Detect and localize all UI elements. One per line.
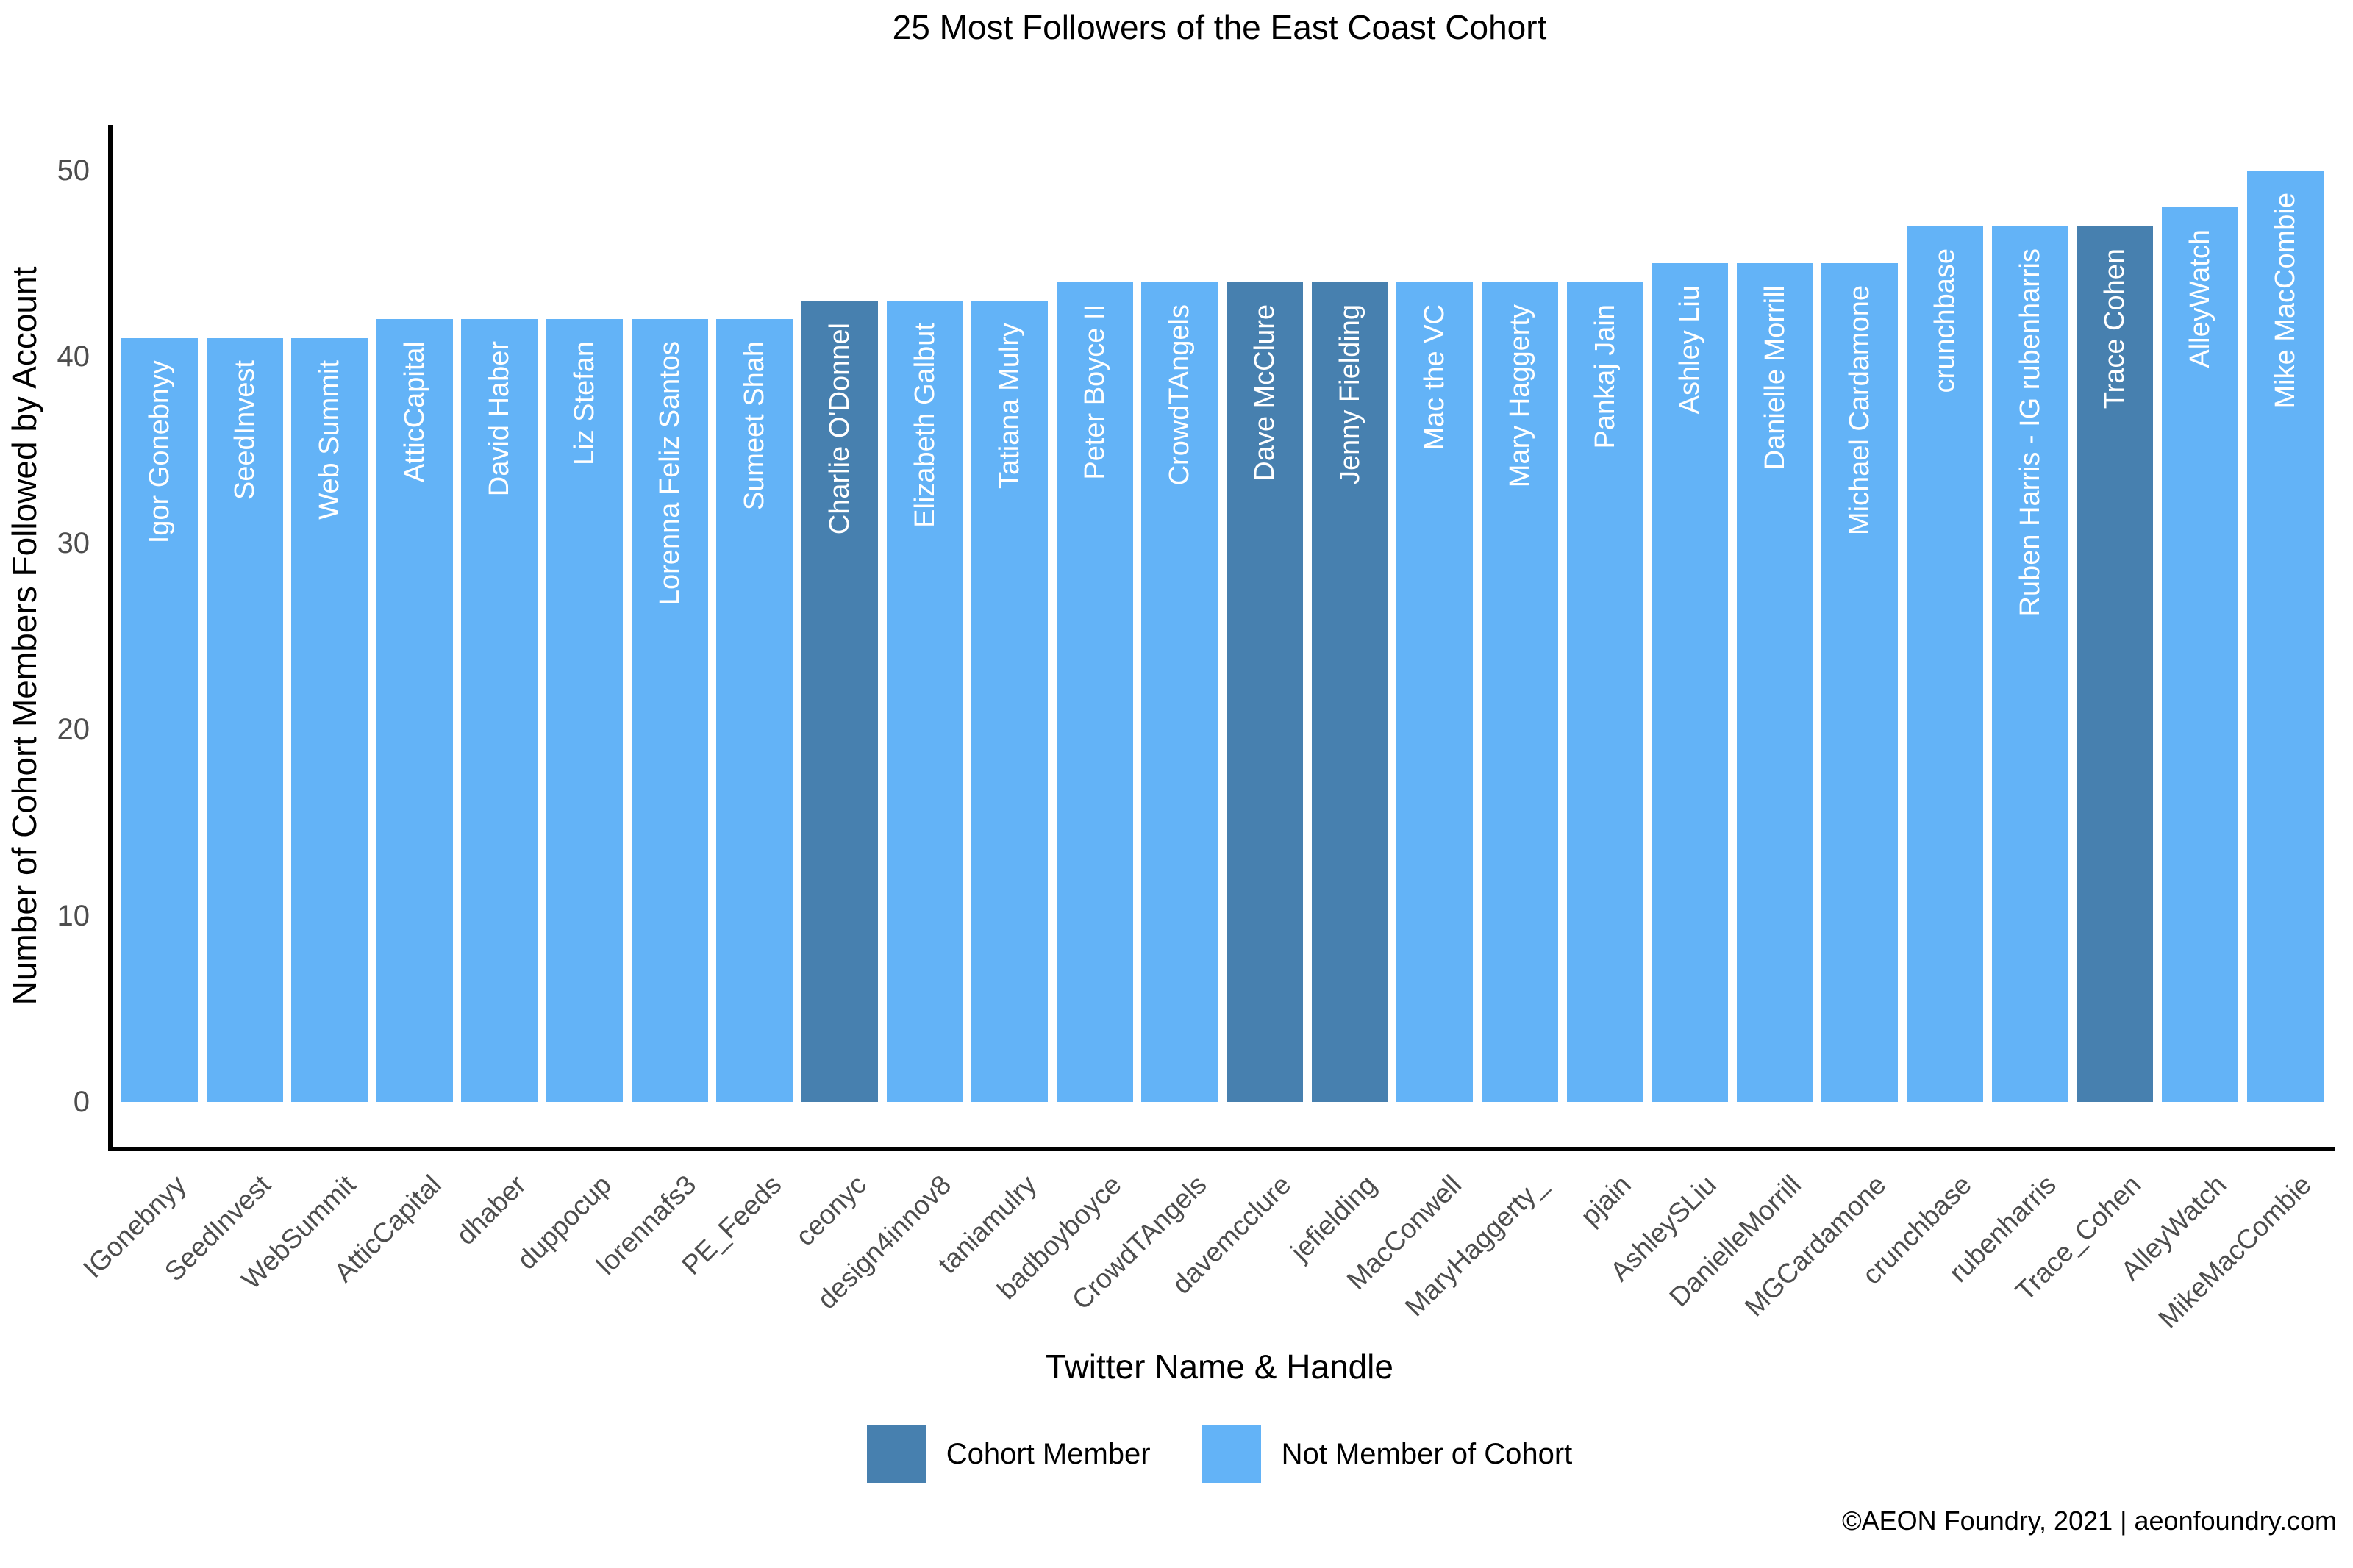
bar-label: Dave McClure <box>1249 304 1281 482</box>
bar-label: Tatiana Mulry <box>994 322 1026 489</box>
legend-swatch-not-member <box>1202 1425 1261 1483</box>
legend-item-cohort-member: Cohort Member <box>866 1425 1151 1483</box>
bar-DanielleMorrill: Danielle Morrill <box>1736 263 1813 1102</box>
bar-Trace_Cohen: Trace Cohen <box>2077 226 2154 1102</box>
bar-label: crunchbase <box>1929 248 1961 393</box>
bar-label: Ashley Liu <box>1674 285 1706 415</box>
legend-label-cohort-member: Cohort Member <box>946 1437 1151 1470</box>
y-tick-label-30: 30 <box>57 526 90 559</box>
bar-label: Michael Cardamone <box>1844 285 1876 536</box>
bar-label: CrowdTAngels <box>1164 304 1196 485</box>
x-tick-label-pjain: pjain <box>1574 1169 1638 1231</box>
bar-label: Jenny Fielding <box>1334 304 1365 484</box>
bar-pjain: Pankaj Jain <box>1566 282 1643 1102</box>
bar-PE_Feeds: Sumeet Shah <box>716 319 793 1102</box>
footer-credit: ©AEON Foundry, 2021 | aeonfoundry.com <box>1842 1506 2337 1536</box>
y-axis-label: Number of Cohort Members Followed by Acc… <box>5 266 43 1006</box>
bar-label: SeedInvest <box>229 359 260 500</box>
bar-MaryHaggerty_: Mary Haggerty <box>1481 282 1558 1102</box>
bar-taniamulry: Tatiana Mulry <box>971 300 1049 1102</box>
bar-label: Liz Stefan <box>569 341 601 466</box>
bar-label: Charlie O'Donnel <box>824 322 855 535</box>
bar-AshleySLiu: Ashley Liu <box>1652 263 1729 1102</box>
chart-title: 25 Most Followers of the East Coast Coho… <box>892 8 1547 46</box>
bar-CrowdTAngels: CrowdTAngels <box>1141 282 1218 1102</box>
y-tick-label-40: 40 <box>57 340 90 373</box>
bar-label: Pankaj Jain <box>1589 304 1621 449</box>
bar-label: Trace Cohen <box>2099 248 2131 409</box>
y-tick-label-20: 20 <box>57 713 90 745</box>
bar-duppocup: Liz Stefan <box>546 319 624 1102</box>
bar-label: Peter Boyce II <box>1079 304 1110 480</box>
x-tick-label-dhaber: dhaber <box>450 1169 532 1251</box>
bar-label: AlleyWatch <box>2184 229 2215 368</box>
bar-SeedInvest: SeedInvest <box>206 337 283 1102</box>
y-tick-label-10: 10 <box>57 899 90 932</box>
y-tick-label-50: 50 <box>57 154 90 187</box>
bar-MacConwell: Mac the VC <box>1396 282 1474 1102</box>
bar-rubenharris: Ruben Harris - IG rubenharris <box>1991 226 2068 1102</box>
bar-label: Sumeet Shah <box>739 341 771 511</box>
plot-panel <box>108 125 2335 1151</box>
bar-MGCardamone: Michael Cardamone <box>1821 263 1899 1102</box>
bar-label: Danielle Morrill <box>1759 285 1790 470</box>
x-tick-label-ceonyc: ceonyc <box>789 1169 872 1252</box>
bar-label: Mac the VC <box>1419 304 1451 451</box>
x-axis-label: Twitter Name & Handle <box>1046 1347 1393 1386</box>
y-tick-label-0: 0 <box>73 1086 90 1118</box>
bar-AlleyWatch: AlleyWatch <box>2161 207 2238 1102</box>
bar-crunchbase: crunchbase <box>1907 226 1984 1102</box>
bar-label: Mike MacCombie <box>2269 192 2301 409</box>
bar-label: AtticCapital <box>399 341 430 483</box>
bar-jefielding: Jenny Fielding <box>1311 282 1388 1102</box>
bar-label: Web Summit <box>314 359 346 520</box>
legend-swatch-cohort-member <box>866 1425 926 1483</box>
bar-MikeMacCombie: Mike MacCombie <box>2246 170 2324 1102</box>
bar-label: Lorenna Feliz Santos <box>654 341 685 606</box>
bar-label: David Haber <box>484 341 515 497</box>
bar-lorennafs3: Lorenna Feliz Santos <box>631 319 708 1102</box>
bar-dhaber: David Haber <box>461 319 538 1102</box>
bar-AtticCapital: AtticCapital <box>376 319 453 1102</box>
x-tick-label-MikeMacCombie: MikeMacCombie <box>2152 1169 2318 1334</box>
bar-label: Mary Haggerty <box>1504 304 1535 487</box>
bar-davemcclure: Dave McClure <box>1227 282 1304 1102</box>
legend: Cohort Member Not Member of Cohort <box>108 1425 2331 1483</box>
bar-design4innov8: Elizabeth Galbut <box>886 300 963 1102</box>
bar-ceonyc: Charlie O'Donnel <box>801 300 878 1102</box>
bar-label: Elizabeth Galbut <box>909 322 940 528</box>
bar-WebSummit: Web Summit <box>291 337 368 1102</box>
legend-item-not-member: Not Member of Cohort <box>1202 1425 1573 1483</box>
bar-badboyboyce: Peter Boyce II <box>1056 282 1133 1102</box>
legend-label-not-member: Not Member of Cohort <box>1281 1437 1573 1470</box>
bar-IGonebnyy: Igor Gonebnyy <box>121 337 198 1102</box>
bar-label: Igor Gonebnyy <box>144 359 175 543</box>
bar-label: Ruben Harris - IG rubenharris <box>2014 248 2046 617</box>
